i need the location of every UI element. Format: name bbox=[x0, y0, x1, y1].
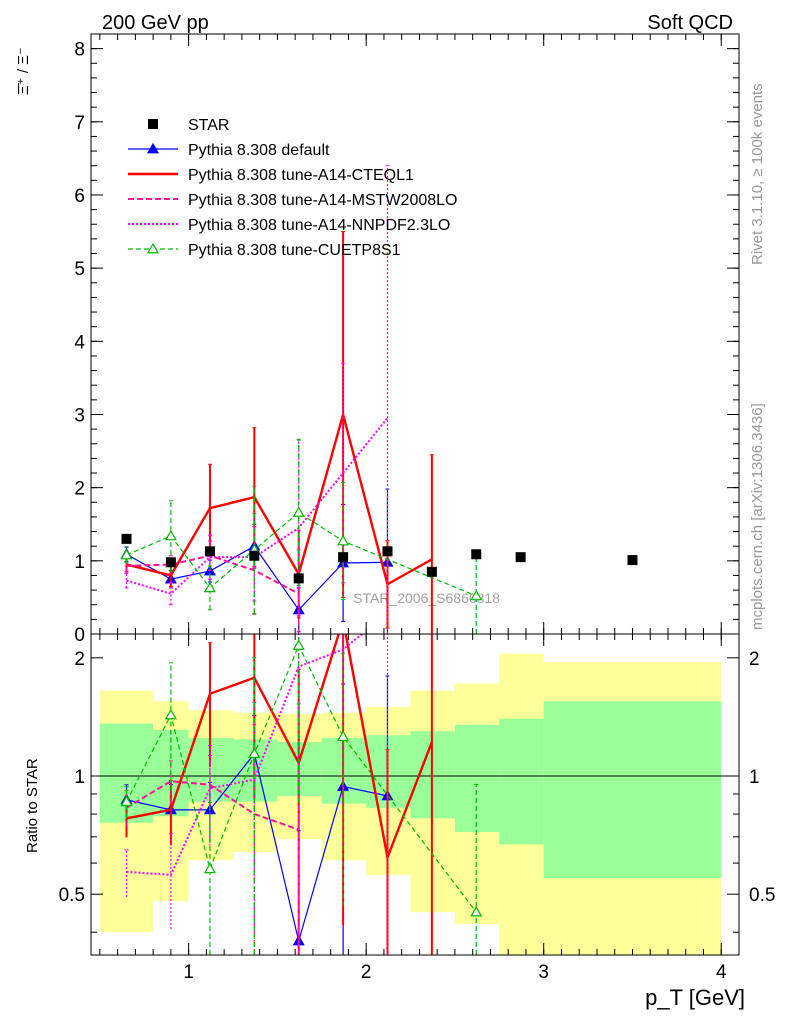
top-y-tick-label: 5 bbox=[74, 259, 85, 280]
axes-frames bbox=[90, 33, 740, 956]
side-label-mcplots: mcplots.cern.ch [arXiv:1306.3436] bbox=[749, 403, 766, 630]
top-y-tick-label: 7 bbox=[74, 113, 85, 134]
ratio-frame bbox=[90, 633, 740, 956]
legend-label-2: Pythia 8.308 tune-A14-MSTW2008LO bbox=[188, 192, 457, 209]
series-4-ratio-marker bbox=[203, 862, 216, 874]
series-4-marker bbox=[120, 548, 133, 560]
series-4-ratio-marker bbox=[470, 905, 483, 917]
series-4-marker bbox=[203, 581, 216, 593]
side-label-rivet: Rivet 3.1.10, ≥ 100k events bbox=[749, 83, 766, 265]
star-data-point bbox=[249, 550, 260, 561]
ratio-y-tick-label: 0.5 bbox=[59, 885, 85, 906]
legend-marker-star bbox=[148, 119, 158, 129]
top-y-tick-label: 2 bbox=[74, 479, 85, 500]
header-left: 200 GeV pp bbox=[102, 12, 209, 34]
watermark: STAR_2006_S6860818 bbox=[353, 590, 500, 606]
legend: STAR Pythia 8.308 default Pythia 8.308 tun… bbox=[128, 117, 457, 259]
legend-label-0: Pythia 8.308 default bbox=[188, 142, 330, 159]
star-data-point bbox=[204, 546, 215, 557]
star-data-point bbox=[627, 555, 638, 566]
ratio-ylabel: Ratio to STAR bbox=[24, 758, 41, 853]
reference-bands bbox=[99, 653, 722, 955]
stat-band-bin bbox=[454, 724, 500, 833]
stat-band-bin bbox=[543, 701, 722, 878]
star-data-point bbox=[338, 552, 349, 563]
x-tick-label: 1 bbox=[183, 962, 194, 983]
series-layer bbox=[120, 165, 638, 955]
series-4-ratio-marker bbox=[337, 730, 350, 741]
legend-label-star: STAR bbox=[188, 117, 229, 134]
series-4-marker bbox=[470, 589, 483, 601]
axis-ticks: 0 1 2 3 4 5 6 7 8 0.5 0.5 1 1 2 2 1 2 3 4 bbox=[59, 34, 775, 983]
star-data-point bbox=[165, 557, 176, 568]
star-data-point bbox=[382, 546, 393, 557]
ratio-y-tick-label-right: 0.5 bbox=[749, 885, 775, 906]
star-data-point bbox=[293, 573, 304, 584]
x-tick-label: 2 bbox=[361, 962, 372, 983]
legend-label-4: Pythia 8.308 tune-CUETP8S1 bbox=[188, 242, 401, 259]
ratio-y-tick-label-right: 2 bbox=[749, 649, 760, 670]
star-data-point bbox=[121, 533, 132, 544]
ratio-y-tick-label: 2 bbox=[74, 649, 85, 670]
legend-marker-4 bbox=[146, 242, 160, 254]
top-y-tick-label: 1 bbox=[74, 552, 85, 573]
legend-marker-0 bbox=[146, 142, 160, 154]
star-data-point bbox=[515, 552, 526, 563]
star-data-point bbox=[426, 566, 437, 577]
series-4-ratio-marker bbox=[120, 795, 133, 807]
series-4-ratio-marker bbox=[248, 747, 261, 759]
ratio-y-tick-label-right: 1 bbox=[749, 767, 760, 788]
top-y-tick-label: 8 bbox=[74, 40, 85, 61]
stat-band-bin bbox=[499, 718, 544, 845]
ratio-series-group bbox=[120, 634, 483, 955]
series-3-line bbox=[126, 417, 389, 595]
top-y-tick-label: 0 bbox=[74, 625, 85, 646]
header-right: Soft QCD bbox=[647, 12, 733, 34]
star-data-point bbox=[471, 549, 482, 560]
series-4-marker bbox=[337, 534, 350, 546]
top-ylabel: Ξ̄⁺ / Ξ⁻ bbox=[15, 47, 32, 95]
top-y-tick-label: 3 bbox=[74, 405, 85, 426]
top-y-tick-label: 6 bbox=[74, 186, 85, 207]
series-4-marker bbox=[292, 506, 305, 517]
top-series-group bbox=[120, 165, 638, 634]
x-tick-label: 4 bbox=[716, 962, 727, 983]
series-4-marker bbox=[164, 529, 177, 541]
series-4-ratio-marker bbox=[292, 639, 305, 650]
ratio-y-tick-label: 1 bbox=[74, 767, 85, 788]
top-y-tick-label: 4 bbox=[74, 332, 85, 353]
series-1-ratio-line bbox=[126, 634, 433, 862]
x-tick-label: 3 bbox=[538, 962, 549, 983]
legend-label-1: Pythia 8.308 tune-A14-CTEQL1 bbox=[188, 167, 414, 184]
x-axis-label: p_T [GeV] bbox=[645, 985, 745, 1010]
legend-label-3: Pythia 8.308 tune-A14-NNPDF2.3LO bbox=[188, 217, 450, 234]
series-4-ratio-marker bbox=[164, 708, 177, 720]
